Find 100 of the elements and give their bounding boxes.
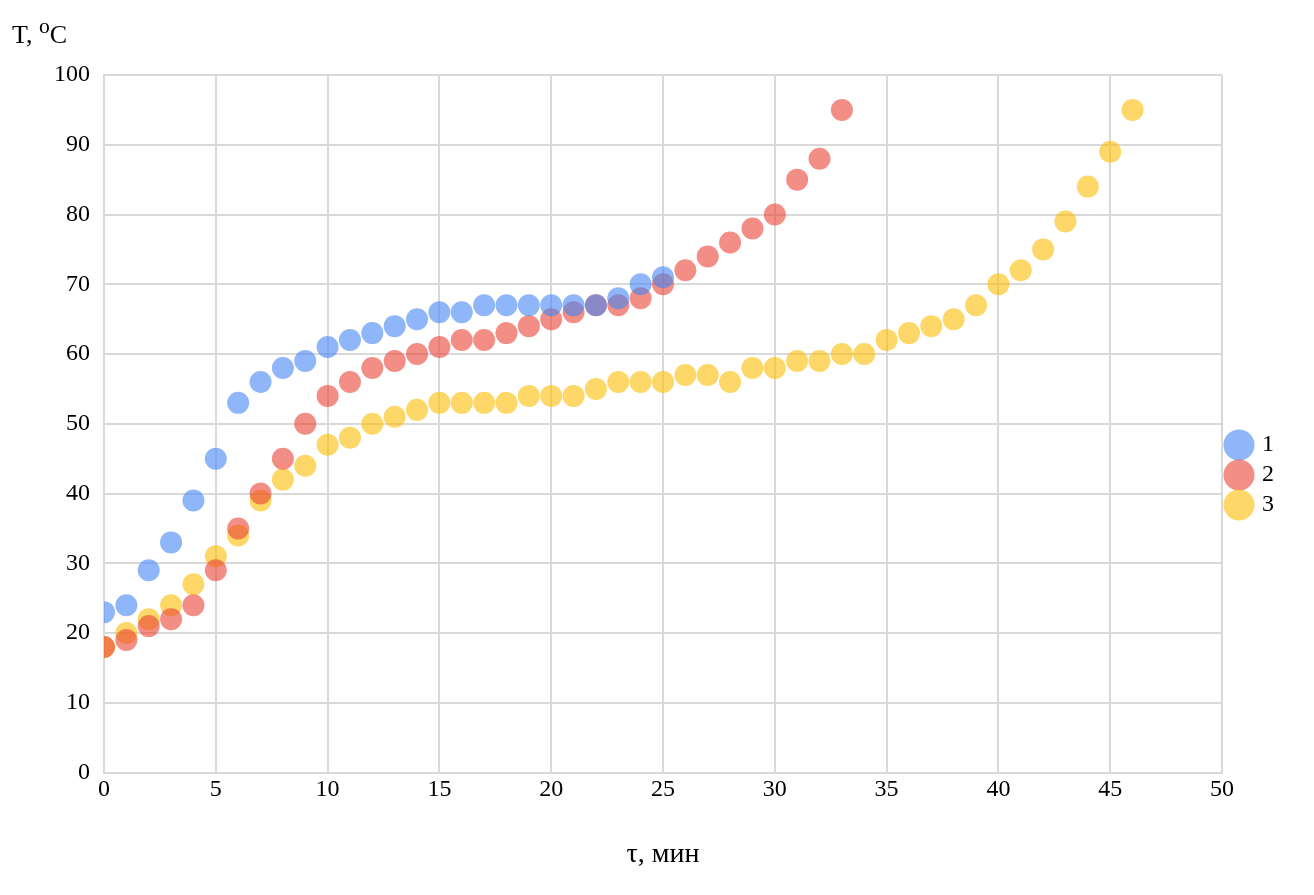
point [786,168,809,191]
point [763,203,786,226]
point [540,294,563,317]
point [182,489,205,512]
point [517,315,540,338]
point [294,454,317,477]
point [182,573,205,596]
point [830,343,853,366]
point [1076,175,1099,198]
y-tick-label: 20 [66,618,90,645]
point [562,294,585,317]
point [115,594,138,617]
point [1099,140,1122,163]
point [473,391,496,414]
x-tick-label: 20 [539,775,564,802]
point [450,329,473,352]
point [629,273,652,296]
point [294,350,317,373]
point [696,363,719,386]
point [987,273,1010,296]
point [115,629,138,652]
point [741,356,764,379]
y-axis-title: T, $^{o}$C [12,14,68,50]
point [271,468,294,491]
point [808,350,831,373]
point [271,447,294,470]
point [316,336,339,359]
legend-label: 3 [1262,490,1274,517]
y-tick-label: 80 [66,199,90,226]
point [1009,259,1032,282]
y-tick-label: 60 [66,339,90,366]
y-tick-label: 70 [66,269,90,296]
point [719,231,742,254]
point [338,370,361,393]
x-tick-label: 15 [427,775,452,802]
x-tick-label: 25 [651,775,675,802]
point [853,343,876,366]
point [517,384,540,407]
point [249,482,272,505]
x-tick-label: 0 [98,775,110,802]
point [137,559,160,582]
point [137,615,160,638]
y-tick-label: 50 [66,409,90,436]
point [652,370,674,393]
point [473,329,496,352]
point [204,447,227,470]
point [160,531,183,554]
point [227,391,250,414]
point [786,350,809,373]
x-tick-label: 5 [209,775,222,802]
point [338,426,361,449]
y-tick-label: 30 [66,548,90,575]
point [204,559,227,582]
y-tick-label: 40 [66,478,90,505]
point [383,350,406,373]
legend-label: 1 [1262,430,1274,457]
point [316,433,339,456]
point [696,245,719,268]
point [674,259,697,282]
point [428,301,451,324]
x-tick-label: 10 [315,775,340,802]
y-tick-label: 0 [78,757,90,784]
point [741,217,764,240]
point [361,412,384,435]
y-tick-label: 90 [66,130,90,157]
point [1121,98,1144,121]
x-tick-label: 40 [986,775,1011,802]
point [719,370,742,393]
y-tick-label: 100 [54,60,90,87]
x-tick-label: 50 [1210,775,1234,802]
point [406,308,429,331]
point [830,98,853,121]
point [897,322,920,345]
point [584,377,607,400]
point [227,517,250,540]
point [1032,238,1055,261]
point [540,384,563,407]
point [808,147,831,170]
point [562,384,585,407]
point [383,315,406,338]
x-axis-title: τ, мин [626,836,700,868]
point [428,391,451,414]
point [361,322,384,345]
x-tick-label: 35 [874,775,899,802]
point [1054,210,1077,233]
point [965,294,988,317]
point [763,356,786,379]
point [450,301,473,324]
point [607,287,630,310]
x-tick-label: 30 [762,775,787,802]
point [383,405,406,428]
point [338,329,361,352]
point [517,294,540,317]
point [160,608,183,631]
point [495,294,518,317]
point [249,370,272,393]
point [652,266,674,289]
point [607,370,630,393]
point [473,294,496,317]
point [875,329,898,352]
